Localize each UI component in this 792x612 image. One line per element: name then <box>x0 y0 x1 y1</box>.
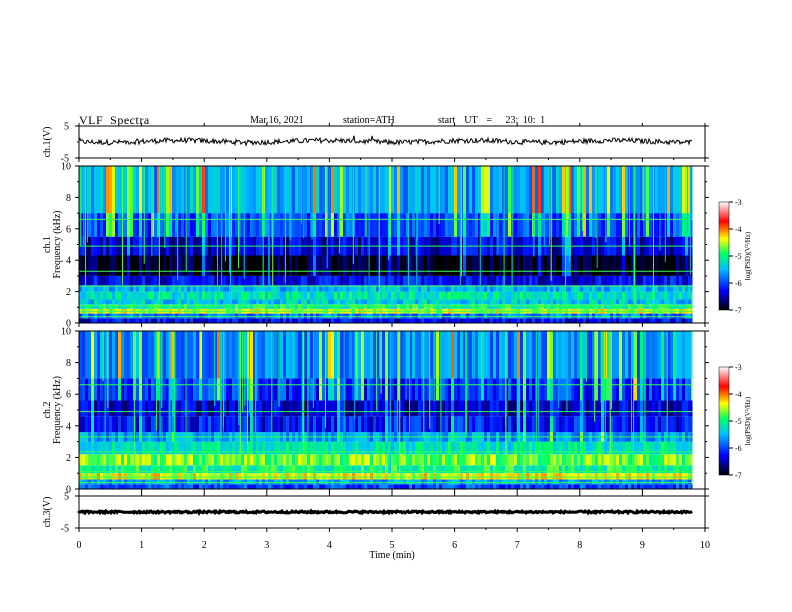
xtick-label: 5 <box>390 540 395 551</box>
ch3-waveform-signal <box>77 508 693 516</box>
ch2-spectrogram-ytick-label: 4 <box>66 421 71 432</box>
ch2-spectrogram-ytick-label: 10 <box>61 327 71 338</box>
ch2-spectrogram-colorbar-tick-label: -6 <box>735 444 742 453</box>
ch1-spectrogram-colorbar-tick-label: -7 <box>735 306 742 315</box>
ch1-spectrogram-colorbar-tick-label: -3 <box>735 198 742 207</box>
ch2-spectrogram-image <box>79 331 705 489</box>
xtick-label: 4 <box>327 540 332 551</box>
ch1-spectrogram-colorbar-tick-label: -4 <box>735 225 742 234</box>
xtick-label: 9 <box>640 540 645 551</box>
xtick-label: 2 <box>202 540 207 551</box>
ch3-waveform-ylabel: ch.3(V) <box>42 497 53 528</box>
ch1-spectrogram-ytick-label: 4 <box>66 256 71 267</box>
xtick-label: 7 <box>515 540 520 551</box>
date-label: Mar.16, 2021 <box>250 115 304 126</box>
ch2-spectrogram-colorbar-tick-label: -7 <box>735 471 742 480</box>
ch2-spectrogram-ytick-label: 6 <box>66 390 71 401</box>
ch1-spectrogram-colorbar-label: log(PSD)(V²/Hz) <box>744 231 752 280</box>
start-time-label: start UT = 23: 10: 1 <box>438 115 546 126</box>
ch1-spectrogram-ytick-label: 8 <box>66 193 71 204</box>
ch2-spectrogram-colorbar-tick-label: -3 <box>735 363 742 372</box>
xtick-label: 6 <box>452 540 457 551</box>
ch2-spectrogram-ylabel-frequency: Frequency (kHz) <box>52 376 63 444</box>
x-axis-label: Time (min) <box>369 550 414 561</box>
ch2-spectrogram-ylabel-channel: ch.2 <box>42 402 53 419</box>
ch1-waveform-ytick-label: -5 <box>61 154 69 165</box>
ch1-spectrogram-ytick-label: 0 <box>66 319 71 330</box>
station-label: station=ATH <box>343 115 395 126</box>
ch1-waveform-ylabel: ch.1(V) <box>42 127 53 158</box>
ch3-waveform-ytick-label: -5 <box>61 524 69 535</box>
xtick-label: 0 <box>77 540 82 551</box>
ch1-spectrogram-image <box>79 166 705 323</box>
ch1-spectrogram-colorbar-tick-label: -6 <box>735 279 742 288</box>
ch1-spectrogram-colorbar <box>718 201 730 311</box>
ch1-spectrogram-ytick-label: 10 <box>61 162 71 173</box>
chart-title: VLF Spectra <box>79 113 150 127</box>
ch2-spectrogram-ytick-label: 8 <box>66 358 71 369</box>
ch1-waveform-ytick-label: 5 <box>64 122 69 133</box>
ch3-waveform-ytick-label: 5 <box>64 492 69 503</box>
ch1-spectrogram-colorbar-tick-label: -5 <box>735 252 742 261</box>
ch2-spectrogram-colorbar-tick-label: -5 <box>735 417 742 426</box>
xtick-label: 8 <box>577 540 582 551</box>
ch2-spectrogram-colorbar-tick-label: -4 <box>735 390 742 399</box>
ch1-spectrogram-ytick-label: 2 <box>66 287 71 298</box>
ch2-spectrogram-ytick-label: 2 <box>66 453 71 464</box>
ch2-spectrogram-colorbar-label: log(PSD)(V²/Hz) <box>744 396 752 445</box>
ch1-spectrogram-ylabel-channel: ch.1 <box>42 236 53 253</box>
ch1-spectrogram-ylabel-frequency: Frequency (kHz) <box>52 210 63 278</box>
ch2-spectrogram-colorbar <box>718 366 730 476</box>
ch2-spectrogram-ytick-label: 0 <box>66 485 71 496</box>
ch1-spectrogram-ytick-label: 6 <box>66 224 71 235</box>
xtick-label: 3 <box>264 540 269 551</box>
xtick-label: 10 <box>700 540 710 551</box>
ch1-waveform-signal <box>78 135 693 147</box>
xtick-label: 1 <box>139 540 144 551</box>
